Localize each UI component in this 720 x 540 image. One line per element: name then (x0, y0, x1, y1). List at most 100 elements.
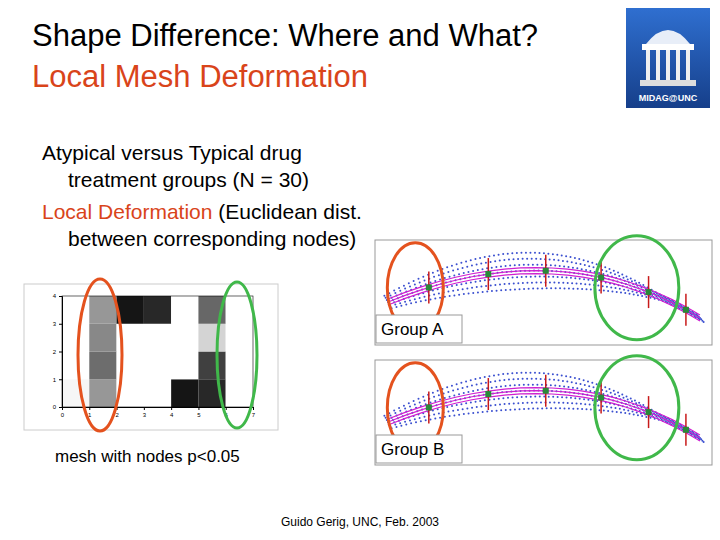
mesh-point (468, 413, 470, 415)
mesh-point (621, 393, 623, 395)
mesh-point (541, 287, 543, 289)
mesh-point (429, 298, 431, 300)
mesh-point (614, 273, 616, 275)
mesh-point (490, 284, 492, 286)
mesh-point (566, 381, 568, 383)
mesh-point (446, 406, 448, 408)
mesh-point (526, 282, 528, 284)
mesh-point (609, 268, 611, 270)
mesh-point (399, 302, 401, 304)
mesh-point (578, 378, 580, 380)
mesh-point (460, 382, 462, 384)
mesh-point (479, 257, 481, 259)
mesh-point (429, 418, 431, 420)
highlight-oval (217, 282, 257, 428)
mesh-point (400, 305, 402, 307)
mesh-point (494, 404, 496, 406)
tick: 0 (61, 407, 65, 418)
mesh-point (385, 297, 387, 299)
mesh-point (514, 264, 516, 266)
mesh-point (405, 423, 407, 425)
mesh-point (636, 411, 638, 413)
mesh-point (627, 410, 629, 412)
mesh-point (514, 384, 516, 386)
mesh-point (458, 294, 460, 296)
mesh-point (566, 261, 568, 263)
mesh-point (588, 265, 590, 267)
tick-label: 3 (53, 321, 57, 327)
mesh-point (562, 282, 564, 284)
mesh-point (563, 287, 565, 289)
cells (62, 296, 253, 407)
mesh-point (420, 300, 422, 302)
mesh-point (513, 282, 515, 284)
mesh-point (447, 391, 449, 393)
mesh-point (543, 276, 545, 278)
mesh-point (453, 414, 455, 416)
tick-label: 2 (115, 412, 119, 418)
mesh-point (529, 252, 531, 254)
mesh-point (628, 293, 630, 295)
mesh-point (468, 293, 470, 295)
mesh-point (505, 265, 507, 267)
mesh-point (596, 383, 598, 385)
mesh-point (422, 276, 424, 278)
mesh-point (394, 304, 396, 306)
mesh-point (638, 402, 640, 404)
mesh-point (519, 408, 521, 410)
mesh-point (528, 408, 530, 410)
cell (171, 352, 198, 380)
mesh-point (423, 296, 425, 298)
mesh-point (616, 291, 618, 293)
mesh-point (447, 291, 449, 293)
mesh-point (480, 285, 482, 287)
mesh-point (563, 265, 565, 267)
mesh-point (535, 378, 537, 380)
mesh-point (540, 258, 542, 260)
mesh-point (480, 405, 482, 407)
mesh-point (398, 407, 400, 409)
tick-label: 4 (170, 412, 174, 418)
mesh-point (507, 253, 509, 255)
mesh-point (549, 378, 551, 380)
mesh-point (439, 417, 441, 419)
medial-axis (388, 274, 700, 321)
mesh-point (472, 412, 474, 414)
mesh-point (556, 254, 558, 256)
mesh-point (399, 422, 401, 424)
mesh-point (498, 398, 500, 400)
mesh-point (502, 373, 504, 375)
mesh-point (572, 288, 574, 290)
cell (144, 324, 171, 352)
mesh-point (520, 372, 522, 374)
node (543, 268, 549, 274)
mesh-point (465, 282, 467, 284)
mesh-point (571, 282, 573, 284)
text: between corresponding nodes) (68, 227, 356, 250)
cell (89, 324, 116, 352)
mesh-point (494, 260, 496, 262)
mesh-point (433, 396, 435, 398)
mesh-point (476, 264, 478, 266)
mesh-point (434, 297, 436, 299)
mesh-point (556, 374, 558, 376)
mesh-point (465, 402, 467, 404)
mesh-point (488, 255, 490, 257)
mesh-point (552, 373, 554, 375)
mesh-point (500, 409, 502, 411)
mesh-point (580, 283, 582, 285)
mesh-point (526, 378, 528, 380)
mesh-point (490, 381, 492, 383)
mesh-point (414, 403, 416, 405)
mesh-point (494, 380, 496, 382)
mesh-point (602, 405, 604, 407)
tick: 1 (88, 407, 92, 418)
mesh-point (599, 409, 601, 411)
tick-label: 4 (53, 293, 57, 299)
cell (144, 352, 171, 380)
mesh-point (482, 291, 484, 293)
mesh-point (414, 298, 416, 300)
node (683, 427, 689, 433)
node (543, 388, 549, 394)
mesh-point (414, 283, 416, 285)
